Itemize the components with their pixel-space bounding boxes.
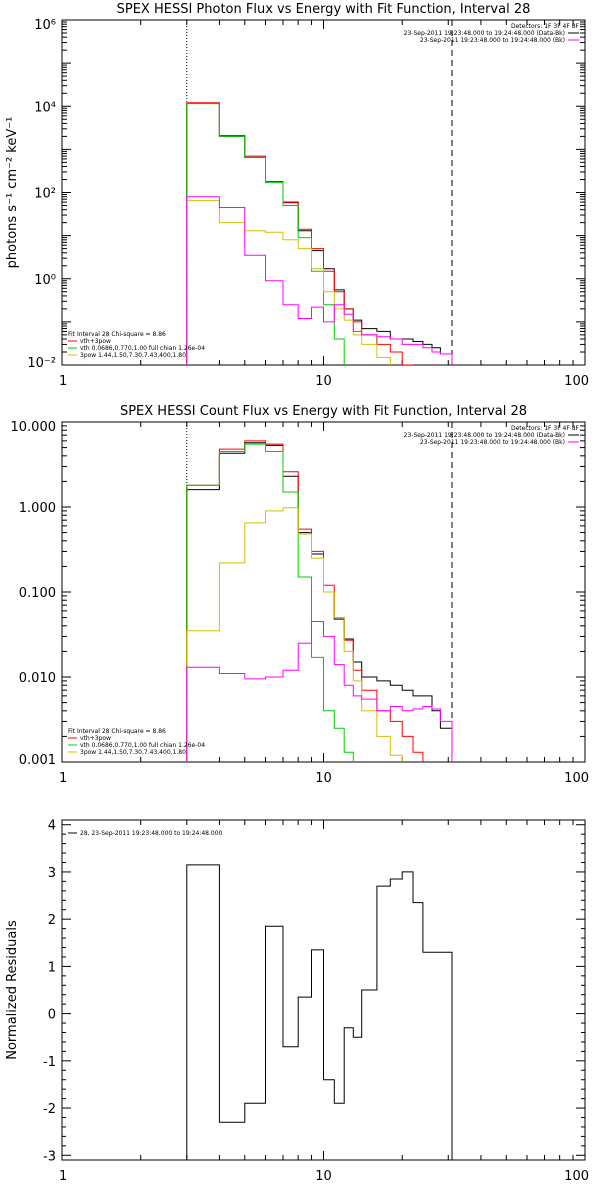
y-tick-label: 10⁰ bbox=[34, 273, 56, 288]
y-tick-label: 0.100 bbox=[19, 586, 56, 601]
chart-title: SPEX HESSI Photon Flux vs Energy with Fi… bbox=[117, 2, 531, 17]
legend-right-text: 23-Sep-2011 19:23:48.000 to 19:24:48.000… bbox=[404, 30, 565, 37]
series-vth bbox=[186, 103, 345, 365]
x-tick-label: 10 bbox=[315, 374, 332, 389]
chart-title: SPEX HESSI Count Flux vs Energy with Fit… bbox=[120, 404, 527, 419]
legend-left-text: 28, 23-Sep-2011 19:23:48.000 to 19:24:48… bbox=[80, 830, 223, 837]
series-bk bbox=[186, 196, 453, 365]
series-data-bk bbox=[186, 442, 453, 762]
y-tick-label: -1 bbox=[43, 1055, 56, 1070]
x-tick-label: 1 bbox=[59, 374, 67, 389]
x-tick-label: 10 bbox=[315, 771, 332, 786]
y-tick-label: 10⁻² bbox=[27, 356, 56, 371]
x-tick-label: 100 bbox=[564, 374, 589, 389]
legend-left-text: 3pow 1.44,1.50,7.30,7.43,400,1.80 bbox=[80, 749, 186, 756]
y-axis-label: Normalized Residuals bbox=[5, 920, 20, 1060]
y-tick-label: 1 bbox=[48, 960, 56, 975]
y-tick-label: 1.000 bbox=[19, 501, 56, 516]
y-tick-label: 10² bbox=[34, 187, 56, 202]
x-tick-label: 10 bbox=[315, 1169, 332, 1184]
y-tick-label: 10.000 bbox=[11, 420, 57, 435]
legend-left-text: Fit Interval 28 Chi-square = 8.86 bbox=[68, 728, 166, 735]
y-axis: 0.001 0.010 0.100 1.000 10.000 bbox=[11, 420, 585, 768]
series-group bbox=[186, 102, 453, 365]
series-bk bbox=[186, 621, 453, 762]
y-tick-label: 3 bbox=[48, 866, 56, 881]
y-tick-label: 10⁶ bbox=[34, 18, 56, 33]
y-tick-label: -2 bbox=[43, 1102, 56, 1117]
series-28-23-sep-2011-19-23-48-000-to-19-24-48-000 bbox=[186, 864, 453, 1160]
legend-left: 28, 23-Sep-2011 19:23:48.000 to 19:24:48… bbox=[68, 830, 223, 837]
y-tick-label: 4 bbox=[48, 819, 56, 834]
legend-left-text: 3pow 1.44,1.50,7.30,7.43,400,1.80 bbox=[80, 352, 186, 359]
series-group bbox=[186, 440, 453, 762]
series-vth-3pow bbox=[186, 102, 414, 365]
legend-left: Fit Interval 28 Chi-square = 8.86vth+3po… bbox=[68, 728, 205, 756]
chart-panel-3: 1 10 100 -3 -2 -1 0 1 2 3 4 Normalized Residuals 28,… bbox=[5, 819, 589, 1184]
y-tick-label: 2 bbox=[48, 913, 56, 928]
legend-left-text: vth 0.0686,0.770,1.00 full chian 1.26e-0… bbox=[80, 742, 205, 749]
legend-left: Fit Interval 28 Chi-square = 8.86vth+3po… bbox=[68, 331, 205, 359]
legend-left-text: vth+3pow bbox=[80, 338, 111, 345]
x-tick-label: 1 bbox=[59, 1169, 67, 1184]
legend-right-text: 23-Sep-2011 19:23:48.000 to 19:24:48.000… bbox=[420, 37, 565, 44]
y-tick-label: 0 bbox=[48, 1008, 56, 1023]
legend-right-text: 23-Sep-2011 19:23:48.000 to 19:24:48.000… bbox=[404, 432, 565, 439]
legend-right-text: Detectors: 1F 3F 4F 8F bbox=[511, 425, 580, 432]
y-axis-label: photons s⁻¹ cm⁻² keV⁻¹ bbox=[5, 117, 20, 269]
x-tick-label: 100 bbox=[564, 1169, 589, 1184]
x-tick-label: 100 bbox=[564, 771, 589, 786]
legend-left-text: Fit Interval 28 Chi-square = 8.86 bbox=[68, 331, 166, 338]
series-group bbox=[186, 864, 453, 1160]
y-axis: -3 -2 -1 0 1 2 3 4 bbox=[43, 819, 585, 1164]
legend-right-text: 23-Sep-2011 19:23:48.000 to 19:24:48.000… bbox=[420, 439, 565, 446]
y-tick-label: -3 bbox=[43, 1149, 56, 1164]
y-axis: 10⁻² 10⁰ 10² 10⁴ 10⁶ bbox=[27, 18, 585, 371]
y-tick-label: 0.010 bbox=[19, 671, 56, 686]
legend-right-text: Detectors: 1F 3F 4F 8F bbox=[511, 23, 580, 30]
chart-panel-2: SPEX HESSI Count Flux vs Energy with Fit… bbox=[11, 404, 590, 786]
x-axis: 1 10 100 bbox=[59, 820, 589, 1184]
series-data-bk bbox=[186, 102, 453, 365]
y-tick-label: 10⁴ bbox=[34, 100, 56, 115]
legend-left-text: vth 0.0686,0.770,1.00 full chian 1.26e-0… bbox=[80, 345, 205, 352]
series-3pow bbox=[186, 200, 391, 365]
chart-panel-1: SPEX HESSI Photon Flux vs Energy with Fi… bbox=[5, 2, 589, 389]
legend-left-text: vth+3pow bbox=[80, 735, 111, 742]
x-tick-label: 1 bbox=[59, 771, 67, 786]
series-vth bbox=[186, 443, 354, 762]
series-3pow bbox=[186, 507, 403, 762]
y-tick-label: 0.001 bbox=[19, 753, 56, 768]
